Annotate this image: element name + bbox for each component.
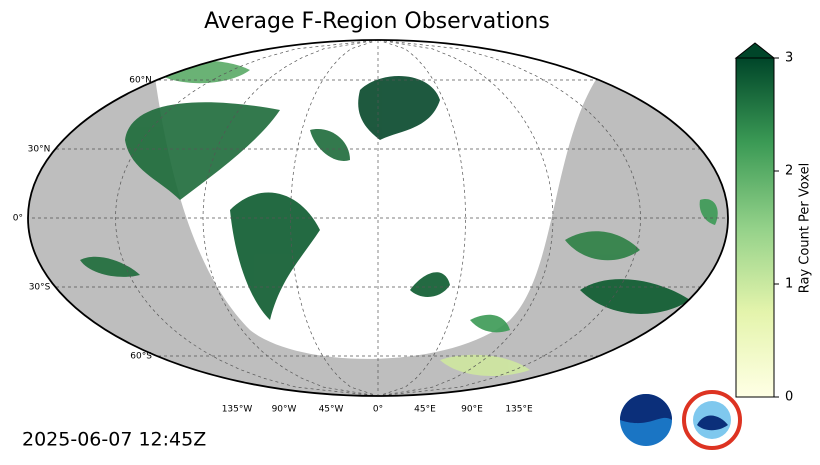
lat-tick-label: 30°S <box>29 283 51 293</box>
lon-grid-line <box>115 40 379 396</box>
colorbar-label: Ray Count Per Voxel <box>798 163 813 293</box>
colorbar-tick-label: 0 <box>785 390 793 405</box>
lat-tick-label: 30°N <box>28 145 51 155</box>
nws-logo <box>682 390 742 450</box>
lon-tick-label: 135°W <box>222 405 253 415</box>
lon-tick-label: 45°E <box>414 405 436 415</box>
lon-grid-line <box>377 40 554 396</box>
colorbar-tick-label: 3 <box>785 51 793 66</box>
colorbar-tick-label: 2 <box>785 164 793 179</box>
lon-tick-label: 90°E <box>461 405 483 415</box>
lat-tick-label: 60°N <box>129 76 152 86</box>
lat-tick-label: 0° <box>13 214 23 224</box>
colorbar-extend <box>734 42 776 59</box>
globe-outline <box>27 39 729 397</box>
lon-grid-line <box>290 40 379 396</box>
lon-tick-label: 90°W <box>272 405 297 415</box>
lon-tick-label: 45°W <box>319 405 344 415</box>
timestamp: 2025-06-07 12:45Z <box>22 429 206 451</box>
map <box>27 39 729 397</box>
colorbar <box>735 57 775 398</box>
lon-tick-label: 135°E <box>505 405 533 415</box>
colorbar-tick-label: 1 <box>785 277 793 292</box>
lon-grid-line <box>377 40 641 396</box>
lat-tick-label: 60°S <box>130 352 152 362</box>
lon-grid-line <box>202 40 379 396</box>
noaa-logo <box>620 394 672 446</box>
observation-blobs <box>80 60 718 376</box>
title: Average F-Region Observations <box>204 9 550 34</box>
lon-tick-label: 0° <box>373 405 383 415</box>
lon-grid-line <box>377 40 466 396</box>
